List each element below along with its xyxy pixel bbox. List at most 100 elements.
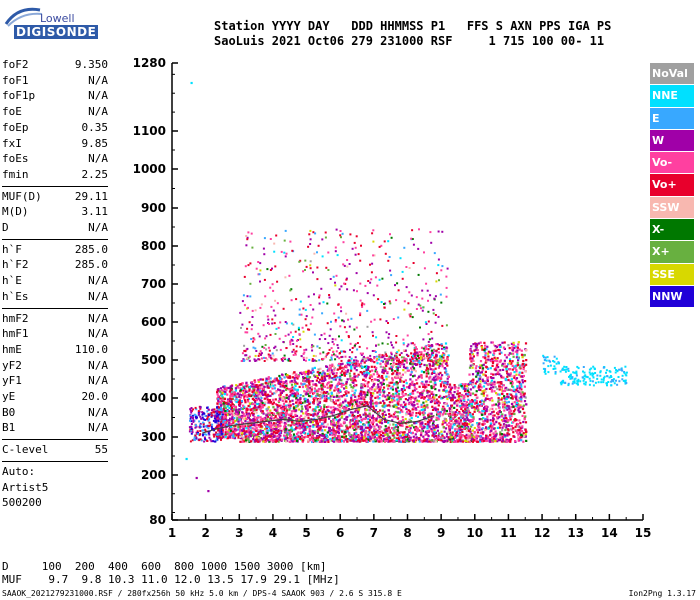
echo-point (225, 410, 228, 413)
echo-point (408, 394, 412, 397)
echo-point (479, 371, 482, 374)
echo-point (443, 348, 446, 351)
echo-point (396, 383, 399, 386)
echo-point (495, 421, 498, 424)
echo-point (335, 399, 338, 402)
echo-point (402, 380, 405, 383)
echo-point (319, 367, 322, 370)
echo-point (364, 404, 367, 407)
echo-point (386, 362, 389, 365)
echo-point (499, 433, 502, 436)
echo-point (365, 371, 368, 374)
echo-point (430, 419, 433, 422)
echo-point (512, 435, 515, 438)
echo-point (262, 436, 265, 439)
echo-point (468, 428, 472, 431)
echo-point (305, 385, 308, 388)
echo-point (304, 405, 307, 408)
echo-point (266, 429, 269, 432)
echo-point (512, 343, 515, 346)
echo-point (462, 397, 465, 400)
echo-point (316, 398, 319, 401)
echo-point (267, 386, 270, 389)
echo-point (388, 381, 391, 384)
echo-point (292, 428, 295, 431)
echo-point (440, 363, 444, 366)
echo-point (367, 365, 370, 368)
echo-point (519, 427, 523, 430)
echo-point (330, 399, 333, 402)
echo-point (291, 393, 294, 396)
echo-point (228, 390, 231, 393)
echo-point (411, 424, 414, 427)
echo-point (511, 346, 514, 349)
echo-point (330, 429, 333, 432)
echo-point (381, 371, 384, 374)
echo-point (275, 438, 278, 441)
echo-point (401, 418, 405, 422)
echo-point (415, 414, 418, 417)
echo-point (245, 381, 248, 384)
echo-point (334, 386, 337, 389)
echo-point (258, 392, 261, 396)
echo-point (292, 407, 296, 410)
echo-point (324, 418, 327, 421)
echo-point (517, 407, 520, 410)
echo-point (299, 394, 302, 397)
echo-point (340, 385, 343, 388)
echo-point (472, 355, 475, 358)
echo-point (498, 349, 501, 352)
echo-point (331, 394, 334, 397)
echo-point (436, 378, 439, 381)
echo-point (372, 384, 375, 387)
echo-point (226, 409, 229, 412)
echo-point (230, 435, 233, 438)
echo-point (472, 436, 475, 439)
echo-point (312, 437, 315, 440)
echo-point (405, 434, 408, 437)
echo-point (320, 384, 323, 387)
echo-point (449, 419, 452, 422)
echo-point (323, 440, 327, 443)
echo-point (242, 440, 246, 443)
echo-point (248, 386, 251, 389)
echo-point (348, 414, 351, 417)
echo-point (408, 412, 411, 415)
echo-point (514, 350, 517, 353)
echo-point (307, 380, 310, 383)
echo-point (338, 437, 341, 440)
echo-point (246, 421, 250, 424)
echo-point (402, 440, 405, 443)
echo-point (510, 415, 513, 418)
echo-point (259, 391, 263, 394)
echo-point (283, 408, 286, 412)
echo-point (418, 385, 421, 388)
echo-point (333, 421, 336, 424)
echo-point (434, 375, 437, 378)
echo-point (432, 423, 435, 427)
echo-point (387, 415, 391, 418)
echo-point (329, 428, 332, 431)
echo-point (379, 388, 382, 391)
echo-point (422, 389, 426, 392)
echo-point (259, 402, 262, 405)
echo-point (469, 430, 472, 433)
echo-point (474, 348, 477, 351)
echo-point (412, 367, 416, 370)
echo-point (369, 419, 372, 422)
echo-point (328, 411, 331, 414)
echo-point (485, 407, 488, 410)
echo-point (442, 389, 445, 392)
echo-point (295, 397, 298, 400)
echo-point (431, 391, 434, 394)
echo-point (390, 439, 393, 442)
echo-point (366, 391, 369, 394)
echo-point (406, 425, 410, 429)
echo-point (266, 384, 269, 387)
echo-point (263, 393, 266, 396)
echo-point (422, 401, 425, 404)
echo-point (315, 419, 319, 423)
echo-point (281, 438, 284, 441)
echo-point (511, 395, 514, 398)
echo-point (292, 395, 295, 398)
